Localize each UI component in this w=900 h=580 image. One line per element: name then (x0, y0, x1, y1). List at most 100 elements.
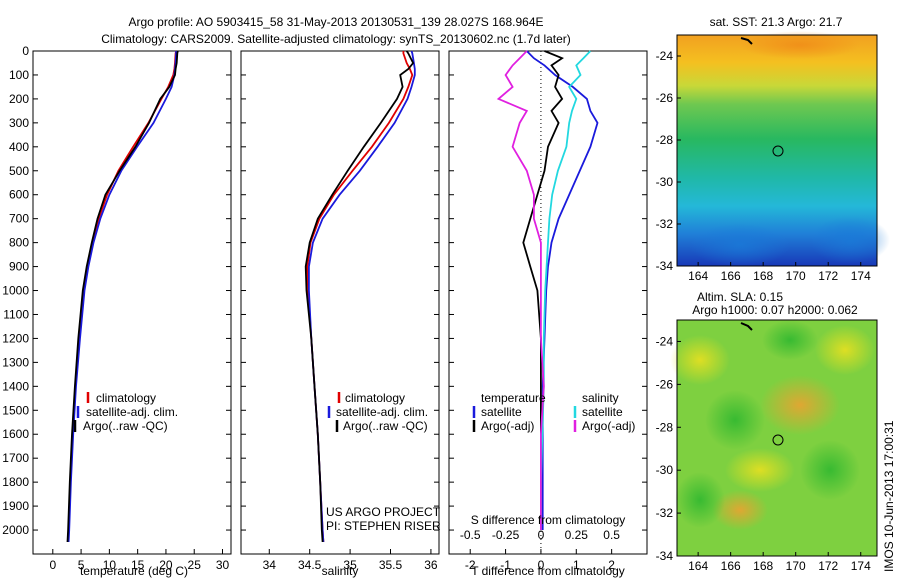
sst-map (676, 31, 890, 267)
x-tick-label: -2 (465, 558, 476, 572)
temperature-panel-frame (32, 50, 232, 555)
y-tick-label: 200 (9, 92, 29, 106)
x-tick-label: 15 (131, 558, 145, 572)
lon-tick-label: 174 (851, 559, 871, 573)
lon-tick-label: 170 (786, 559, 806, 573)
temperature-legend: climatology satellite-adj. clim. Argo(..… (73, 391, 178, 433)
temperature-plot (66, 50, 179, 543)
project-credit-line1: US ARGO PROJECT (326, 505, 441, 519)
x-tick-label: 30 (216, 558, 230, 572)
y-tick-label: 400 (9, 140, 29, 154)
legend-label-argo: Argo(..raw -QC) (343, 419, 428, 433)
legend-heading-salinity: salinity (582, 391, 619, 405)
coastline (740, 322, 753, 331)
map-ticks: -24 -26 -28 -30 -32 -34 164 166 168 170 172 174 -24 -… (656, 49, 871, 573)
y-tick-label: 700 (9, 212, 29, 226)
sla-low-patch (800, 440, 860, 500)
x-tick-label: 5 (78, 558, 85, 572)
y-tick-label: 500 (9, 164, 29, 178)
sst-cold-patch (810, 216, 890, 264)
lon-tick-label: 164 (688, 559, 708, 573)
lat-tick-label: -30 (656, 463, 674, 477)
lat-tick-label: -34 (656, 549, 674, 563)
sla-high-patch (725, 448, 795, 492)
legend-label-temp-satellite: satellite (481, 405, 522, 419)
lat-tick-label: -26 (656, 377, 674, 391)
temp-argo-diff-line (522, 50, 564, 530)
y-tick-label: 1700 (2, 451, 29, 465)
difference-panel-frame (448, 50, 648, 555)
sla-high-patch (670, 335, 730, 385)
sal-satellite-diff-line (540, 50, 592, 530)
difference-axis-label-s: S difference from climatology (471, 513, 626, 527)
climatology-line (306, 51, 414, 543)
x-tick-label: 36 (424, 558, 438, 572)
sla-high-patch (815, 325, 875, 375)
y-tick-label: 1200 (2, 331, 29, 345)
lon-tick-label: 166 (721, 269, 741, 283)
y-tick-label: 1500 (2, 403, 29, 417)
axes-ticks: 0 5 10 15 20 25 300100200300400500600700800900… (2, 44, 647, 572)
lat-tick-label: -24 (656, 334, 674, 348)
x-tick-label: 25 (188, 558, 202, 572)
satellite-line (307, 50, 416, 543)
sla-map-frame (676, 319, 878, 557)
lat-tick-label: -28 (656, 133, 674, 147)
y-tick-label: 1600 (2, 427, 29, 441)
difference-legend: temperature salinity satellite Argo(-adj… (472, 391, 635, 433)
project-credit-line2: PI: STEPHEN RISER (326, 519, 441, 533)
legend-label-satellite: satellite-adj. clim. (86, 405, 178, 419)
y-tick-label: 1900 (2, 499, 29, 513)
legend-label-satellite: satellite-adj. clim. (336, 405, 428, 419)
x-tick-label: 1 (573, 558, 580, 572)
sla-low-patch (705, 390, 765, 450)
difference-plot (496, 50, 599, 554)
x-tick-label: 34 (263, 558, 277, 572)
x-tick-label: 20 (159, 558, 173, 572)
sla-low-patch (762, 320, 818, 360)
argo-line (66, 50, 179, 543)
sst-map-frame (676, 34, 878, 267)
figure-title-line1: Argo profile: AO 5903415_58 31-May-2013 … (129, 15, 544, 29)
salinity-legend: climatology satellite-adj. clim. Argo(..… (326, 391, 441, 533)
lon-tick-label: 166 (721, 559, 741, 573)
legend-label-climatology: climatology (345, 391, 405, 405)
x-tick-label: 0 (49, 558, 56, 572)
y-tick-label: 300 (9, 116, 29, 130)
sal-argo-diff-line (496, 50, 545, 530)
s-tick-label: 0 (538, 528, 545, 542)
salinity-axis-label: salinity (322, 564, 359, 578)
lon-tick-label: 170 (786, 269, 806, 283)
sst-cold-patch (690, 223, 790, 267)
lon-tick-label: 172 (818, 559, 838, 573)
sla-high-patch (760, 375, 840, 435)
x-tick-label: -1 (500, 558, 511, 572)
y-tick-label: 800 (9, 236, 29, 250)
lon-tick-label: 172 (818, 269, 838, 283)
figure-title-line2: Climatology: CARS2009. Satellite-adjuste… (101, 32, 571, 46)
sst-map-title: sat. SST: 21.3 Argo: 21.7 (710, 15, 843, 29)
lon-tick-label: 168 (753, 269, 773, 283)
lon-tick-label: 164 (688, 269, 708, 283)
lat-tick-label: -28 (656, 420, 674, 434)
coastline (740, 37, 753, 45)
y-tick-label: 600 (9, 188, 29, 202)
legend-label-sal-argo: Argo(-adj) (582, 419, 635, 433)
y-tick-label: 1000 (2, 284, 29, 298)
x-tick-label: 2 (608, 558, 615, 572)
sla-low-patch (675, 472, 725, 528)
lat-tick-label: -30 (656, 175, 674, 189)
imos-stamp: IMOS 10-Jun-2013 17:00:31 (882, 420, 896, 572)
legend-heading-temperature: temperature (481, 391, 546, 405)
s-tick-label: -0.5 (460, 528, 481, 542)
sla-map-title2: Argo h1000: 0.07 h2000: 0.062 (692, 303, 858, 317)
argo-line (304, 50, 415, 543)
x-tick-label: 0 (538, 558, 545, 572)
y-tick-label: 0 (22, 44, 29, 58)
lon-tick-label: 168 (753, 559, 773, 573)
y-tick-label: 900 (9, 260, 29, 274)
x-tick-label: 10 (103, 558, 117, 572)
legend-label-argo: Argo(..raw -QC) (83, 419, 168, 433)
lat-tick-label: -26 (656, 91, 674, 105)
